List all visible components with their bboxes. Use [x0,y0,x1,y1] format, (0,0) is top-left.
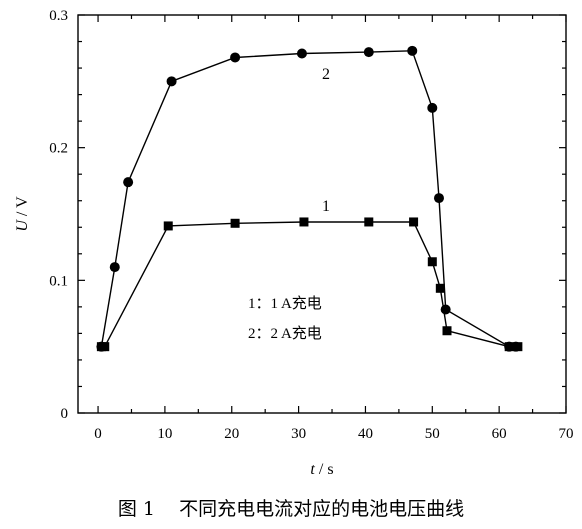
data-point-circle [433,193,444,204]
y-axis-title: U / V [14,196,31,232]
x-tick-label: 30 [291,426,306,442]
y-tick-label: 0.3 [49,8,68,24]
legend-num-2: 2： [248,326,271,342]
x-tick-label: 70 [559,426,574,442]
axes [77,14,567,414]
data-point-square [364,217,374,227]
x-tick-label: 50 [425,426,440,442]
data-point-circle [296,48,307,59]
data-point-circle [363,47,374,58]
series-line-1 [101,221,518,348]
legend-text-1: 1 A充电 [271,295,322,312]
x-tick-label: 0 [94,426,102,442]
data-point-circle [427,102,438,113]
x-tick-label: 40 [358,426,373,442]
data-point-square [409,217,419,227]
data-point-square [427,257,437,267]
data-point-circle [510,341,521,352]
series-2: 2 [96,45,521,352]
data-point-square [230,218,240,228]
legend-entry-1: 1：1 A充电 [248,295,322,312]
series-label-1: 1 [322,198,330,215]
data-point-circle [166,76,177,87]
legend-entry-2: 2：2 A充电 [248,325,322,342]
data-point-circle [440,304,451,315]
plot-frame [77,14,567,414]
ticks: 0 10 20 30 40 50 60 70 0 0.1 0.2 0.3 [49,8,573,442]
x-tick-label: 10 [157,426,172,442]
series-label-2: 2 [322,66,330,83]
x-axis-var: t [310,461,315,478]
data-point-circle [407,45,418,56]
data-point-circle [123,177,134,188]
data-point-circle [109,262,120,273]
y-axis-var: U [14,219,31,232]
y-axis-unit: V [14,196,31,208]
y-tick-label: 0 [61,406,69,422]
data-point-square [163,221,173,231]
legend-num-1: 1： [248,296,271,312]
data-point-square [442,326,452,336]
data-point-circle [96,341,107,352]
legend: 1：1 A充电 2：2 A充电 [248,295,322,342]
x-axis-title: t / s [310,461,333,478]
data-point-square [435,283,445,293]
data-point-square [299,217,309,227]
y-tick-label: 0.1 [49,273,68,289]
data-point-circle [230,52,241,63]
series-layer: 12 [96,45,523,352]
x-tick-label: 60 [492,426,507,442]
x-axis-unit: s [327,461,333,478]
legend-text-2: 2 A充电 [271,325,322,342]
figure-caption: 图 1 不同充电电流对应的电池电压曲线 [117,498,465,520]
y-tick-label: 0.2 [49,141,68,157]
x-tick-label: 20 [224,426,239,442]
